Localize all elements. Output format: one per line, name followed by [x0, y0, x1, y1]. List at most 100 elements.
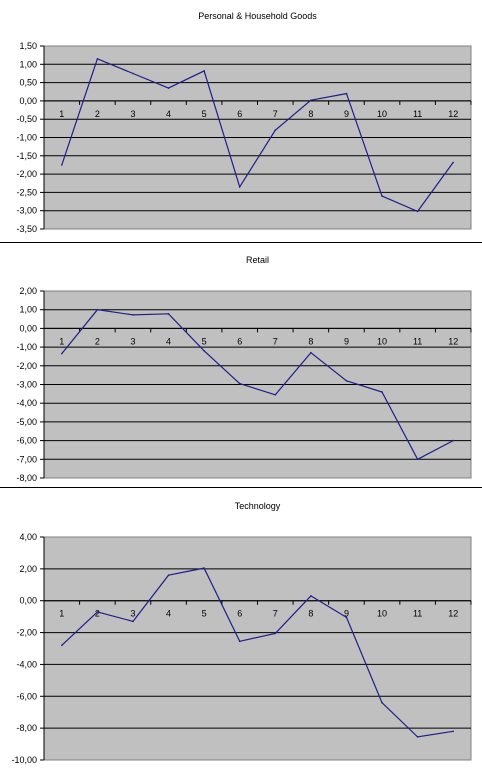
y-tick-label: 2,00	[19, 564, 37, 574]
x-tick-label: 7	[273, 336, 278, 346]
data-point	[416, 736, 419, 738]
y-tick-label: -8,00	[16, 473, 37, 483]
y-tick-label: -10,00	[11, 755, 37, 765]
chart-technology: Technology 4,00 2,00 0,00 -2,00 -4,00 -6,00 -8,…	[0, 494, 482, 770]
series-line	[61, 309, 454, 461]
y-tick-label: -2,00	[16, 361, 37, 371]
chart-divider	[0, 242, 482, 243]
y-tick-label: 1,50	[19, 41, 37, 51]
y-tick-label: -7,00	[16, 454, 37, 464]
x-tick-label: 10	[377, 609, 387, 619]
data-point	[60, 164, 63, 166]
y-tick-label: -2,00	[16, 169, 37, 179]
data-point	[416, 210, 419, 213]
data-point	[60, 352, 63, 355]
x-tick-label: 6	[237, 609, 242, 619]
chart-divider	[0, 487, 482, 488]
data-point	[203, 567, 205, 569]
x-tick-label: 3	[130, 109, 135, 119]
x-tick-label: 3	[130, 336, 135, 346]
y-tick-label: -1,00	[16, 133, 37, 143]
data-point	[132, 314, 134, 316]
data-point	[238, 640, 241, 643]
x-tick-label: 8	[308, 609, 313, 619]
y-tick-label: -0,50	[16, 114, 37, 124]
chart-title: Technology	[235, 501, 281, 511]
x-tick-label: 12	[448, 109, 458, 119]
y-tick-label: -1,50	[16, 151, 37, 161]
x-tick-label: 11	[413, 609, 422, 619]
y-tick-label: -3,00	[16, 380, 37, 390]
data-point	[203, 70, 205, 72]
x-tick-label: 12	[448, 609, 458, 619]
data-point	[167, 313, 170, 315]
chart-title: Personal & Household Goods	[198, 11, 317, 21]
y-tick-label: -3,00	[16, 206, 37, 216]
data-point	[238, 186, 241, 188]
y-tick-label: 0,50	[19, 78, 37, 88]
data-point	[452, 730, 455, 733]
chart-svg: Technology 4,00 2,00 0,00 -2,00 -4,00 -6,00 -8,…	[11, 501, 472, 765]
x-tick-label: 7	[273, 609, 278, 619]
y-tick-label: -2,50	[16, 187, 37, 197]
data-point	[310, 99, 312, 101]
data-point	[203, 350, 205, 352]
data-point	[345, 92, 348, 95]
data-point	[345, 616, 348, 619]
x-tick-label: 4	[166, 609, 171, 619]
x-tick-label: 6	[237, 336, 242, 346]
y-tick-label: -4,00	[16, 398, 37, 408]
data-point	[167, 574, 170, 577]
series-line	[61, 58, 454, 213]
x-tick-label: 9	[344, 336, 349, 346]
chart-retail: Retail 2,00 1,00 0,00 -1,00 -2,00 -3,00 -4,00 -5…	[0, 248, 482, 486]
y-tick-label: -6,00	[16, 436, 37, 446]
data-point	[274, 393, 277, 396]
x-tick-label: 4	[166, 336, 171, 346]
data-point	[381, 391, 383, 393]
x-tick-label: 7	[273, 109, 278, 119]
y-tick-label: -8,00	[16, 723, 37, 733]
data-point	[452, 161, 455, 164]
y-tick-label: -3,50	[16, 224, 37, 234]
data-point	[274, 632, 277, 635]
x-tick-label: 3	[130, 609, 135, 619]
y-tick-label: 0,00	[19, 323, 37, 333]
x-tick-label: 1	[59, 609, 64, 619]
x-tick-label: 8	[308, 109, 313, 119]
data-point	[310, 595, 312, 597]
x-tick-label: 9	[344, 109, 349, 119]
data-point	[132, 620, 134, 623]
chart-svg: Retail 2,00 1,00 0,00 -1,00 -2,00 -3,00 -4,00 -5…	[16, 255, 472, 483]
x-tick-label: 10	[377, 109, 387, 119]
x-tick-label: 5	[202, 109, 207, 119]
data-point	[381, 195, 383, 197]
data-point	[96, 611, 99, 613]
x-tick-label: 6	[237, 109, 242, 119]
data-point	[96, 58, 99, 60]
data-point	[416, 458, 419, 461]
x-tick-label: 10	[377, 336, 387, 346]
y-tick-label: 0,00	[19, 96, 37, 106]
data-point	[238, 382, 241, 385]
y-tick-label: -6,00	[16, 691, 37, 701]
y-tick-label: -2,00	[16, 628, 37, 638]
x-tick-label: 5	[202, 609, 207, 619]
x-tick-label: 8	[308, 336, 313, 346]
data-point	[96, 308, 99, 311]
y-tick-label: 1,00	[19, 305, 37, 315]
x-tick-label: 9	[344, 609, 349, 619]
y-tick-label: 2,00	[19, 286, 37, 296]
x-tick-label: 2	[95, 109, 100, 119]
x-tick-label: 11	[413, 336, 422, 346]
x-tick-label: 1	[59, 336, 64, 346]
x-tick-label: 2	[95, 609, 100, 619]
chart-svg: Personal & Household Goods 1,50 1,00 0,50 0,…	[16, 11, 472, 234]
y-tick-label: -5,00	[16, 417, 37, 427]
data-point	[167, 87, 170, 89]
series-line	[61, 567, 454, 738]
data-point	[345, 379, 348, 382]
data-point	[274, 129, 277, 131]
x-tick-label: 12	[448, 336, 458, 346]
y-tick-label: -4,00	[16, 659, 37, 669]
